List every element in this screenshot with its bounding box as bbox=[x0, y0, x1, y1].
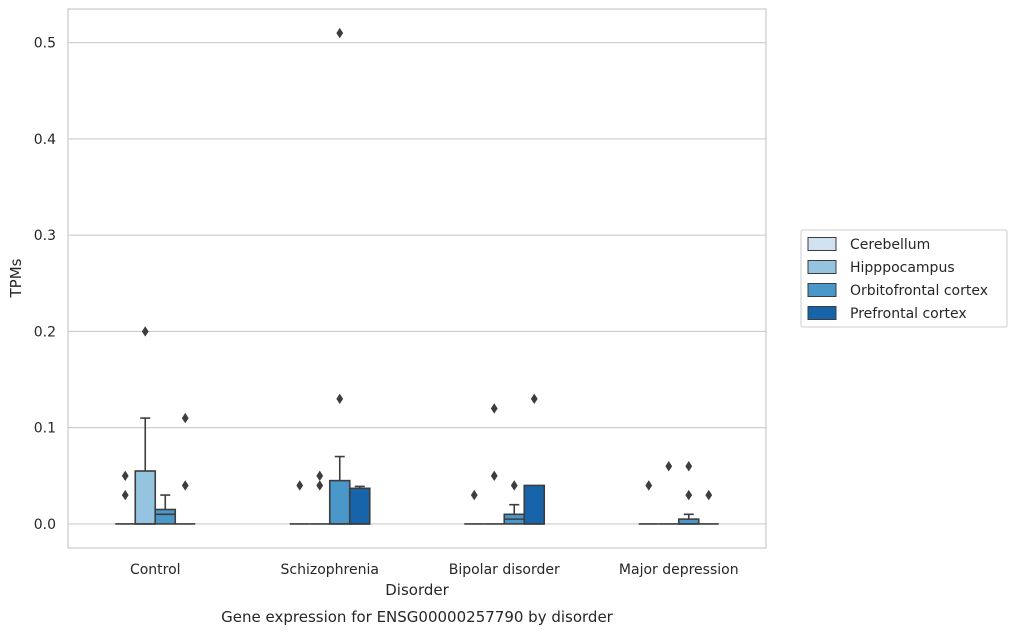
legend-label: Prefrontal cortex bbox=[850, 306, 967, 322]
y-tick-label: 0.5 bbox=[34, 36, 56, 52]
outlier-point bbox=[296, 480, 304, 491]
outlier-point bbox=[490, 403, 498, 414]
chart-title: Gene expression for ENSG00000257790 by d… bbox=[221, 608, 614, 626]
box-iqr bbox=[523, 484, 546, 525]
outlier-point bbox=[705, 489, 713, 501]
y-tick-label: 0.0 bbox=[34, 517, 56, 533]
legend-swatch bbox=[807, 237, 837, 251]
box-group bbox=[134, 326, 157, 525]
outlier-point bbox=[141, 326, 149, 337]
x-tick-labels: Control Schizophrenia Bipolar disorder Majo… bbox=[130, 562, 739, 578]
outlier-point bbox=[336, 27, 344, 39]
box-group bbox=[175, 412, 196, 525]
legend-label: Orbitofrontal cortex bbox=[850, 283, 988, 299]
box-group bbox=[677, 460, 700, 525]
outlier-point bbox=[121, 489, 129, 501]
outlier-point bbox=[665, 460, 673, 472]
y-tick-label: 0.3 bbox=[34, 228, 56, 244]
legend-label: Hipppocampus bbox=[850, 260, 955, 276]
box-iqr bbox=[348, 487, 371, 525]
plot-frame bbox=[67, 8, 767, 549]
outlier-point bbox=[645, 480, 653, 491]
outlier-point bbox=[530, 393, 538, 405]
box-group bbox=[698, 489, 719, 525]
x-tick-label: Schizophrenia bbox=[281, 562, 379, 578]
legend-swatch bbox=[807, 306, 837, 320]
plot-area bbox=[68, 9, 766, 548]
x-tick-label: Control bbox=[130, 562, 181, 578]
outlier-point bbox=[181, 480, 189, 491]
box-group bbox=[154, 494, 177, 525]
box-group bbox=[115, 470, 136, 525]
box-group bbox=[484, 403, 505, 525]
outlier-point bbox=[121, 470, 129, 482]
legend-label: Cerebellum bbox=[850, 237, 930, 253]
box-iqr bbox=[134, 470, 157, 525]
x-tick-label: Major depression bbox=[619, 562, 739, 578]
outlier-point bbox=[510, 480, 518, 491]
outlier-point bbox=[490, 470, 498, 482]
box-iqr bbox=[154, 508, 177, 525]
x-axis-label: Disorder bbox=[385, 581, 449, 599]
box-group bbox=[348, 485, 371, 525]
box-group bbox=[464, 489, 485, 525]
box-iqr bbox=[328, 479, 351, 525]
y-tick-label: 0.2 bbox=[34, 324, 56, 340]
y-tick-labels: 0.0 0.1 0.2 0.3 0.4 0.5 bbox=[34, 36, 56, 533]
box-group bbox=[289, 480, 310, 525]
outlier-point bbox=[181, 412, 189, 424]
legend-swatch bbox=[807, 260, 837, 274]
outlier-point bbox=[316, 480, 324, 491]
x-tick-label: Bipolar disorder bbox=[449, 562, 560, 578]
legend-frame bbox=[800, 229, 1008, 328]
box-group bbox=[638, 480, 659, 525]
legend: Cerebellum Hipppocampus Orbitofrontal cort… bbox=[800, 229, 1008, 328]
y-axis-label: TPMs bbox=[7, 258, 25, 298]
outlier-point bbox=[685, 460, 693, 472]
outlier-point bbox=[470, 489, 478, 501]
outlier-point bbox=[336, 393, 344, 405]
legend-swatch bbox=[807, 283, 837, 297]
y-tick-label: 0.4 bbox=[34, 132, 56, 148]
boxes-layer bbox=[115, 27, 719, 525]
box-group bbox=[523, 393, 546, 525]
outlier-point bbox=[316, 470, 324, 482]
outlier-point bbox=[685, 489, 693, 501]
box-group bbox=[658, 460, 679, 525]
box-group bbox=[503, 480, 526, 525]
box-group bbox=[309, 470, 330, 525]
y-tick-label: 0.1 bbox=[34, 421, 56, 437]
